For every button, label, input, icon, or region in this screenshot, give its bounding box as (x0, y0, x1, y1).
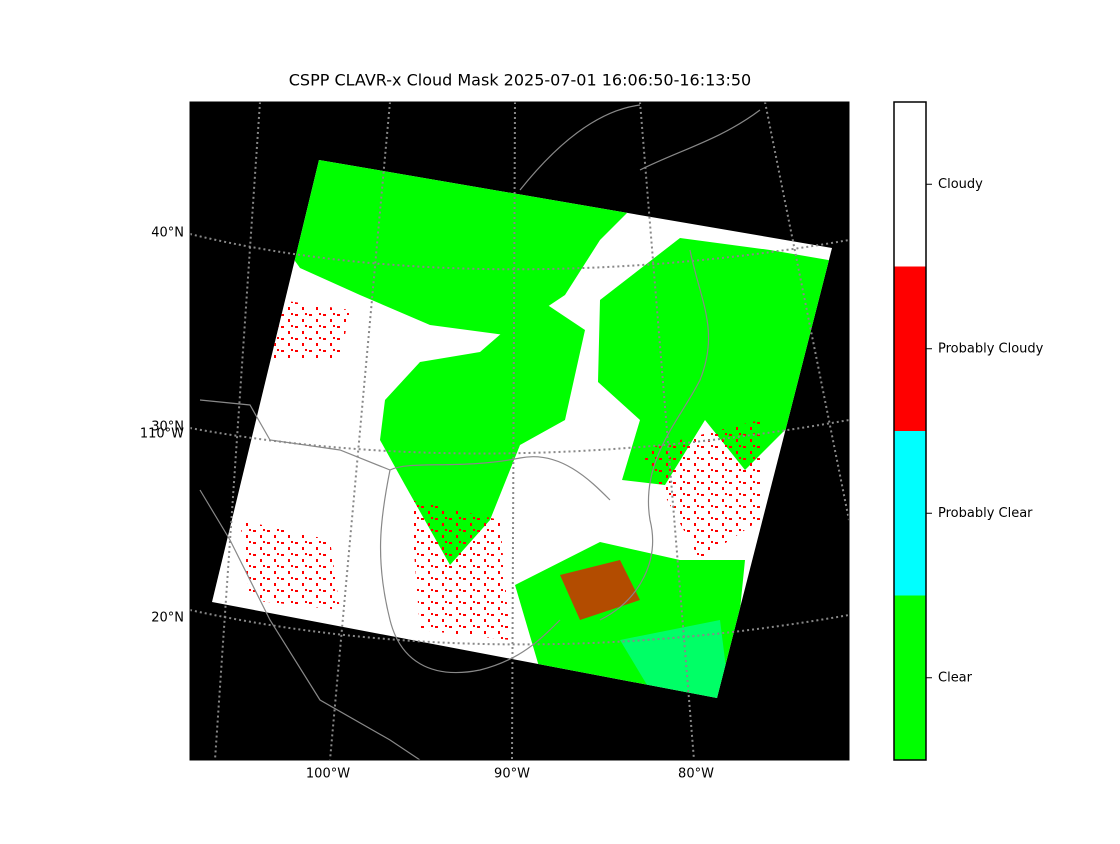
lat-label: 30°N (151, 420, 184, 435)
colorbar-segment (894, 102, 926, 267)
lon-label: 100°W (306, 767, 350, 782)
colorbar-label: Probably Clear (938, 506, 1033, 521)
colorbar-segment (894, 595, 926, 760)
colorbar-label: Clear (938, 670, 973, 685)
colorbar-label: Cloudy (938, 177, 983, 192)
chart-title: CSPP CLAVR-x Cloud Mask 2025-07-01 16:06… (289, 71, 751, 90)
map (190, 102, 849, 760)
colorbar-label: Probably Cloudy (938, 341, 1044, 356)
lon-label: 110°W (140, 427, 184, 442)
colorbar: Cloudy Probably Cloudy Probably Clear Clear (893, 101, 1044, 761)
coastlines (199, 104, 761, 760)
graticule (190, 102, 849, 760)
lat-label: 40°N (151, 226, 184, 241)
colorbar-frame (893, 101, 927, 761)
colorbar-segment (894, 431, 926, 596)
lon-label: 90°W (494, 767, 530, 782)
map-frame (189, 101, 850, 761)
lon-label: 80°W (678, 767, 714, 782)
lat-label: 20°N (151, 611, 184, 626)
colorbar-segment (894, 266, 926, 431)
